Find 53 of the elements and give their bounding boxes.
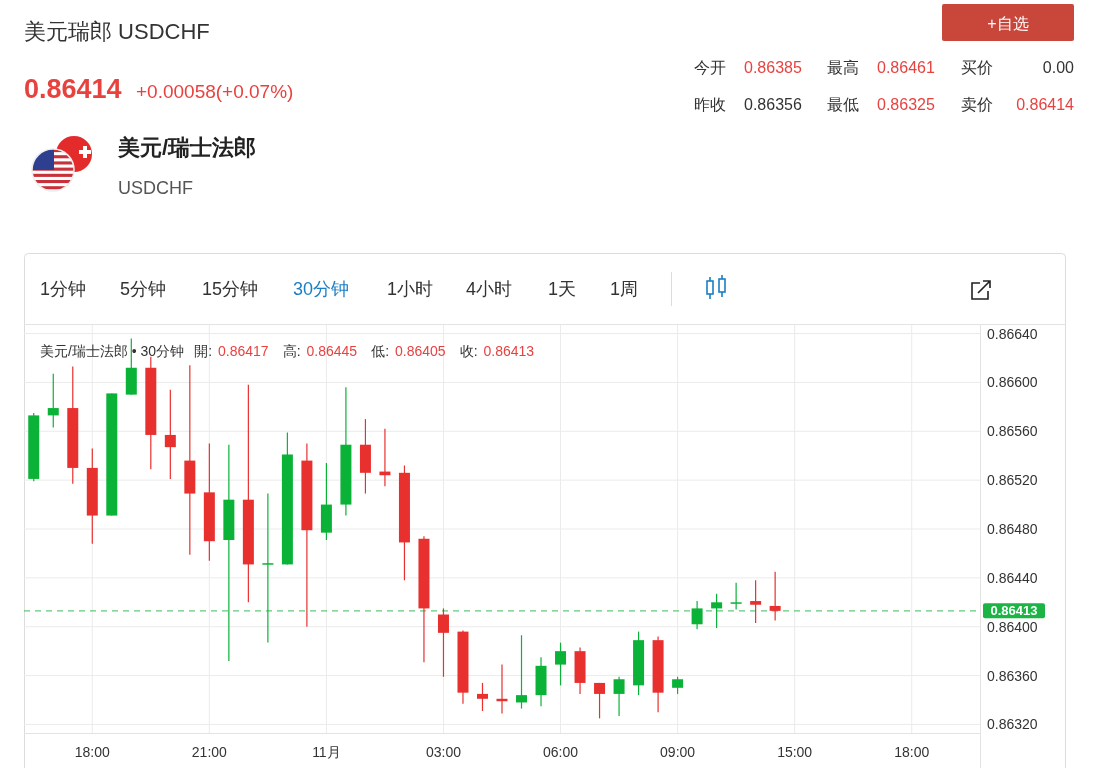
y-tick-label: 0.86480 — [987, 521, 1038, 537]
y-tick-label: 0.86320 — [987, 716, 1038, 733]
y-tick-label: 0.86640 — [987, 325, 1038, 342]
chart-title: 美元瑞郎 USDCHF — [24, 18, 210, 44]
text: 1小时 — [387, 279, 434, 299]
y-tick-label: 0.86600 — [987, 374, 1038, 391]
text: 1天 — [548, 279, 577, 299]
annotation: 0.86417 — [218, 343, 269, 359]
annotation: 0.86445 — [306, 343, 358, 359]
annotation: 0.86413 — [483, 343, 535, 359]
y-tick-label: 0.86560 — [987, 423, 1038, 440]
text: 卖价 — [961, 95, 993, 113]
text: 最低 — [827, 95, 859, 113]
x-tick-label: 15:00 — [777, 744, 813, 760]
text: 15分钟 — [202, 279, 259, 299]
annotation: 開: — [194, 343, 213, 359]
text: 0.86356 — [744, 95, 802, 113]
ref-line-label: 0.86413 — [990, 603, 1038, 619]
y-tick-label: 0.86520 — [987, 472, 1038, 489]
x-tick-label: 21:00 — [191, 744, 228, 760]
text: 昨收 — [694, 95, 726, 113]
text: 0.86414 — [24, 74, 122, 104]
text: 0.86461 — [877, 58, 935, 76]
annotation: 美元/瑞士法郎 • 30分钟 — [40, 343, 185, 359]
text: 1分钟 — [40, 279, 87, 299]
text: 30分钟 — [293, 279, 350, 299]
annotation: 高: — [282, 343, 301, 359]
x-tick-label: 06:00 — [543, 744, 579, 760]
text: 最高 — [827, 58, 859, 76]
annotation: 收: — [459, 343, 478, 359]
text: 0.86325 — [877, 95, 935, 113]
y-tick-label: 0.86440 — [987, 569, 1038, 586]
text: 0.86414 — [1016, 95, 1075, 113]
text: 今开 — [694, 58, 726, 76]
text: 0.00 — [1042, 58, 1075, 76]
x-tick-label: 18:00 — [894, 744, 930, 760]
y-tick-label: 0.86360 — [987, 667, 1038, 684]
text: USDCHF — [118, 178, 193, 198]
annotation: 低: — [371, 343, 390, 359]
x-tick-label: 09:00 — [660, 744, 696, 760]
x-tick-label: 18:00 — [74, 744, 111, 760]
text: 4小时 — [466, 279, 513, 299]
text: +0.00058(+0.07%) — [136, 80, 294, 102]
x-tick-label: 03:00 — [425, 744, 462, 760]
text: 美元/瑞士法郎 — [117, 134, 257, 160]
text: 1周 — [610, 279, 639, 299]
annotation: 0.86405 — [395, 343, 446, 359]
text: +自选 — [987, 14, 1029, 32]
x-tick-label: 11月 — [312, 744, 341, 760]
text: 0.86385 — [744, 58, 802, 76]
text: 买价 — [961, 58, 993, 76]
y-tick-label: 0.86400 — [987, 618, 1038, 635]
text: 5分钟 — [120, 279, 167, 299]
